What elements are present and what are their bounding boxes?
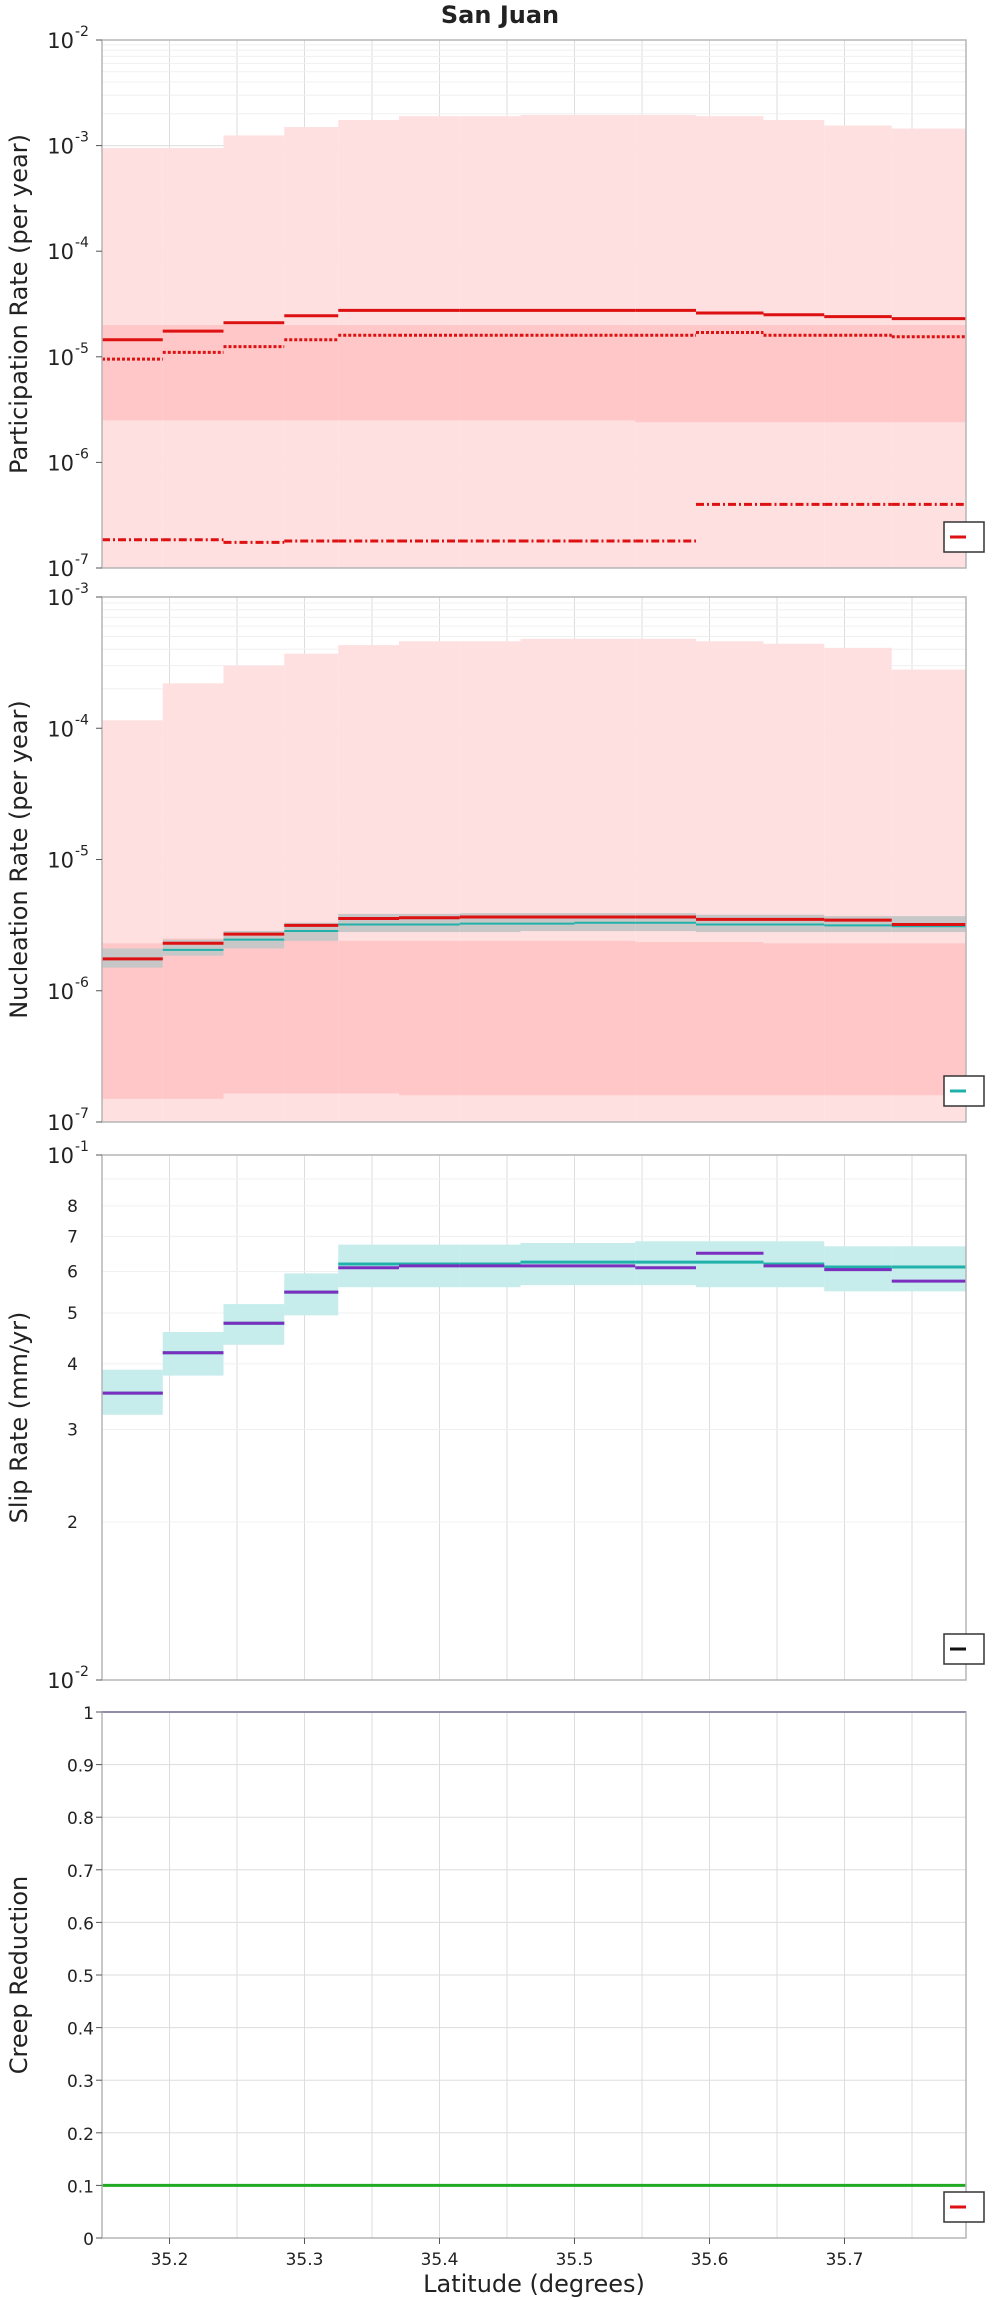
plot-area-frame bbox=[101, 39, 967, 569]
y-axis-label: Participation Rate (per year) bbox=[5, 134, 33, 474]
y-tick-exponent: -2 bbox=[75, 1664, 89, 1680]
band-1-bin bbox=[399, 940, 460, 1096]
band-2-bin bbox=[763, 914, 825, 933]
band-1-bin bbox=[520, 940, 575, 1096]
y-tick-exponent: -7 bbox=[75, 1106, 89, 1122]
y-tick-label: 10 bbox=[47, 29, 74, 53]
y-axis-label: Creep Reduction bbox=[5, 1876, 33, 2074]
band-1-bin bbox=[696, 942, 764, 1096]
band-0-bin bbox=[574, 1242, 636, 1286]
plot-area-frame bbox=[101, 1154, 967, 1681]
y-tick-label: 10 bbox=[47, 1669, 74, 1693]
band-1-bin bbox=[284, 938, 339, 1094]
y-axis-label: Slip Rate (mm/yr) bbox=[5, 1312, 33, 1524]
y-tick-label: 10 bbox=[47, 346, 74, 370]
y-tick-label: 10 bbox=[47, 1111, 74, 1135]
y-tick-label: 1 bbox=[83, 1704, 94, 1724]
band-0-bin bbox=[284, 1273, 339, 1316]
y-tick-exponent: -4 bbox=[75, 712, 89, 728]
y-minor-tick-label: 3 bbox=[67, 1421, 78, 1441]
band-1-bin bbox=[763, 943, 825, 1096]
panel-creep: 0 0.1 0.2 0.3 0.4 0.5 0.6 0.7 0.8 0.9 1 Creep Reduc… bbox=[5, 1704, 985, 2298]
y-tick-exponent: -3 bbox=[75, 581, 89, 597]
y-tick-label: 10 bbox=[47, 240, 74, 264]
y-tick-label: 10 bbox=[47, 980, 74, 1004]
band-1-bin bbox=[891, 325, 966, 423]
band-1-bin bbox=[763, 325, 825, 423]
x-tick-label: 35.6 bbox=[691, 2250, 729, 2270]
band-0-bin bbox=[338, 1244, 399, 1288]
y-tick-exponent: -1 bbox=[75, 1139, 89, 1155]
y-tick-label: 0.6 bbox=[67, 1914, 94, 1934]
y-tick-label: 0.8 bbox=[67, 1809, 94, 1829]
y-tick-label: 0.3 bbox=[67, 2072, 94, 2092]
band-1-bin bbox=[635, 325, 696, 423]
band-2-bin bbox=[338, 913, 399, 933]
y-tick-exponent: -5 bbox=[75, 844, 89, 860]
band-1-bin bbox=[824, 943, 892, 1096]
band-1-bin bbox=[520, 325, 575, 421]
y-tick-label: 0.4 bbox=[67, 2020, 94, 2040]
y-minor-tick-label: 2 bbox=[67, 1513, 78, 1533]
band-1-bin bbox=[102, 943, 163, 1099]
band-1-bin bbox=[223, 325, 285, 421]
y-minor-tick-label: 8 bbox=[67, 1197, 78, 1217]
y-minor-tick-label: 7 bbox=[67, 1227, 78, 1247]
x-axis-label: Latitude (degrees) bbox=[423, 2270, 645, 2298]
band-0-bin bbox=[696, 1241, 764, 1288]
y-tick-exponent: -7 bbox=[75, 552, 89, 568]
y-minor-tick-label: 5 bbox=[67, 1304, 78, 1324]
y-tick-label: 10 bbox=[47, 557, 74, 581]
band-1-bin bbox=[338, 325, 399, 421]
y-tick-label: 0.2 bbox=[67, 2125, 94, 2145]
band-1-bin bbox=[399, 325, 460, 421]
band-1-bin bbox=[162, 938, 224, 1099]
x-tick-label: 35.2 bbox=[151, 2250, 189, 2270]
band-1-bin bbox=[574, 940, 636, 1096]
band-1-bin bbox=[459, 940, 521, 1096]
y-minor-tick-label: 6 bbox=[67, 1262, 78, 1282]
y-tick-label: 0.1 bbox=[67, 2177, 94, 2197]
band-1-bin bbox=[574, 325, 636, 421]
y-tick-exponent: -6 bbox=[75, 446, 89, 462]
band-1-bin bbox=[824, 325, 892, 423]
x-tick-label: 35.4 bbox=[421, 2250, 459, 2270]
band-2-bin bbox=[824, 916, 892, 933]
band-1-bin bbox=[162, 325, 224, 421]
y-axis-label: Nucleation Rate (per year) bbox=[5, 700, 33, 1019]
y-tick-exponent: -5 bbox=[75, 341, 89, 357]
y-tick-label: 0 bbox=[83, 2230, 94, 2250]
y-tick-label: 0.9 bbox=[67, 1757, 94, 1777]
y-tick-label: 10 bbox=[47, 451, 74, 475]
band-0-bin bbox=[891, 1246, 966, 1292]
y-tick-exponent: -6 bbox=[75, 975, 89, 991]
y-tick-exponent: -3 bbox=[75, 130, 89, 146]
y-tick-label: 0.7 bbox=[67, 1862, 94, 1882]
y-tick-label: 10 bbox=[47, 717, 74, 741]
y-tick-label: 10 bbox=[47, 586, 74, 610]
band-1-bin bbox=[223, 938, 285, 1094]
band-1-bin bbox=[891, 943, 966, 1096]
band-1-bin bbox=[635, 942, 696, 1096]
y-minor-tick-label: 4 bbox=[67, 1355, 78, 1375]
y-tick-label: 10 bbox=[47, 1144, 74, 1168]
y-tick-exponent: -2 bbox=[75, 24, 89, 40]
band-1-bin bbox=[459, 325, 521, 421]
band-0-bin bbox=[520, 1242, 575, 1286]
band-1-bin bbox=[696, 325, 764, 423]
y-tick-label: 10 bbox=[47, 849, 74, 873]
x-tick-label: 35.7 bbox=[826, 2250, 864, 2270]
band-2-bin bbox=[696, 914, 764, 933]
x-tick-label: 35.3 bbox=[286, 2250, 324, 2270]
y-tick-exponent: -4 bbox=[75, 235, 89, 251]
y-tick-label: 10 bbox=[47, 135, 74, 159]
band-1-bin bbox=[338, 940, 399, 1094]
chart-title: San Juan bbox=[441, 1, 559, 29]
x-tick-label: 35.5 bbox=[556, 2250, 594, 2270]
y-tick-label: 0.5 bbox=[67, 1967, 94, 1987]
